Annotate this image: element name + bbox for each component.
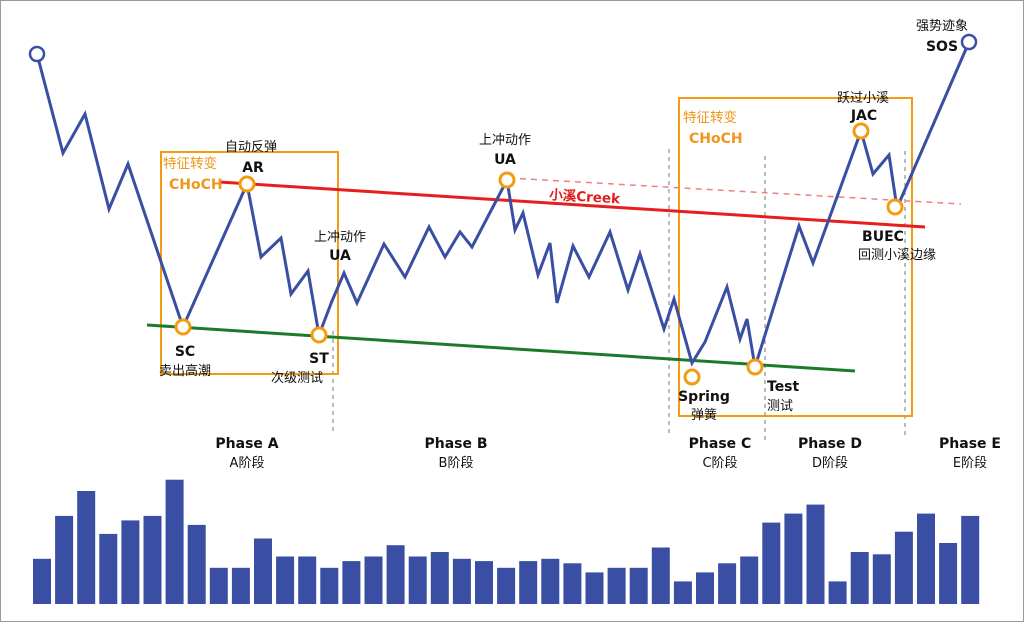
- marker-buec: [886, 198, 904, 216]
- label-spring-cn: 弹簧: [691, 407, 717, 423]
- volume-bar: [342, 561, 361, 604]
- volume-bar: [629, 567, 648, 604]
- volume-bar: [917, 513, 935, 604]
- volume-bar: [850, 552, 869, 604]
- volume-bar: [894, 531, 913, 604]
- label-ar-code: AR: [242, 160, 264, 176]
- volume-bar: [143, 515, 162, 604]
- volume-bar: [541, 558, 560, 604]
- label-st-cn: 次级测试: [271, 370, 323, 386]
- phase-c-cn: C阶段: [702, 456, 737, 471]
- label-ar-cn: 自动反弹: [225, 140, 277, 155]
- label-buec-cn: 回测小溪边缘: [858, 248, 936, 263]
- volume-bars: [33, 479, 980, 604]
- volume-bar: [607, 567, 626, 604]
- label-sc-cn: 卖出高潮: [159, 363, 211, 379]
- volume-bar: [276, 556, 295, 604]
- volume-bar: [651, 547, 670, 604]
- volume-bar: [386, 545, 405, 604]
- volume-bar: [33, 558, 51, 604]
- volume-bar: [430, 552, 449, 604]
- phase-e-en: Phase E: [939, 436, 1001, 452]
- marker-spring: [683, 368, 701, 386]
- price-path: [35, 41, 971, 368]
- event-markers: [174, 122, 904, 386]
- volume-bar: [961, 515, 980, 604]
- phase-a-en: Phase A: [215, 436, 278, 452]
- volume-bar: [408, 556, 427, 604]
- label-sc-code: SC: [175, 344, 195, 360]
- phase-a-cn: A阶段: [230, 456, 265, 471]
- phase-d-en: Phase D: [798, 436, 862, 452]
- marker-start: [28, 45, 46, 63]
- phase-e-cn: E阶段: [953, 456, 987, 471]
- marker-st: [310, 326, 328, 344]
- volume-bar: [452, 558, 471, 604]
- volume-bar: [165, 479, 184, 604]
- volume-bar: [77, 491, 96, 604]
- creek-label: 小溪Creek: [549, 186, 622, 207]
- phase-b-cn: B阶段: [439, 456, 474, 471]
- volume-bar: [806, 504, 825, 604]
- volume-bar: [99, 533, 118, 604]
- volume-bar: [519, 561, 538, 604]
- volume-bar: [939, 543, 958, 604]
- phase-dividers: [332, 149, 906, 441]
- label-st-code: ST: [309, 351, 329, 367]
- volume-bar: [497, 567, 516, 604]
- volume-bar: [718, 563, 737, 604]
- phase-d-cn: D阶段: [812, 456, 848, 471]
- volume-bar: [254, 538, 272, 604]
- label-ua1-code: UA: [329, 248, 351, 264]
- creek-extension-dashed: [508, 177, 962, 205]
- label-sos-code: SOS: [926, 39, 958, 55]
- volume-bar: [740, 556, 759, 604]
- choch-a-cn: 特征转变: [163, 156, 217, 172]
- phase-b-en: Phase B: [424, 436, 487, 452]
- marker-ua: [498, 171, 516, 189]
- choch-d-cn: 特征转变: [683, 110, 737, 126]
- volume-bar: [187, 524, 206, 604]
- label-ua2-code: UA: [494, 152, 516, 168]
- marker-sos: [960, 33, 978, 51]
- volume-bar: [231, 567, 250, 604]
- volume-bar: [209, 567, 228, 604]
- volume-bar: [673, 581, 692, 604]
- label-jac-code: JAC: [850, 108, 877, 124]
- volume-bar: [364, 556, 383, 604]
- creek-resistance-line: [218, 180, 926, 229]
- volume-bar: [121, 520, 140, 604]
- volume-bar: [298, 556, 317, 604]
- volume-bar: [784, 513, 803, 604]
- volume-bar: [828, 581, 847, 604]
- marker-sc: [174, 318, 192, 336]
- label-test-cn: 测试: [767, 399, 793, 414]
- label-sos-cn: 强势迹象: [916, 18, 968, 34]
- label-ua1-cn: 上冲动作: [314, 230, 366, 245]
- volume-bar: [320, 567, 339, 604]
- choch-box-d: [678, 97, 913, 417]
- volume-bar: [696, 572, 714, 604]
- label-spring-code: Spring: [678, 389, 730, 405]
- marker-jac: [852, 122, 870, 140]
- label-test-code: Test: [767, 379, 800, 395]
- volume-bar: [55, 515, 74, 604]
- choch-d-en: CHoCH: [689, 131, 743, 147]
- choch-a-en: CHoCH: [169, 177, 223, 193]
- label-ua2-cn: 上冲动作: [479, 133, 531, 148]
- marker-ar: [238, 175, 256, 193]
- volume-bar: [563, 563, 582, 604]
- label-buec-code: BUEC: [862, 229, 904, 245]
- volume-bar: [762, 522, 781, 604]
- volume-bar: [475, 561, 493, 604]
- volume-bar: [585, 572, 604, 604]
- label-jac-cn: 跃过小溪: [837, 91, 889, 106]
- marker-test: [746, 358, 764, 376]
- support-line: [146, 323, 856, 373]
- volume-bar: [872, 554, 891, 604]
- phase-c-en: Phase C: [689, 436, 752, 452]
